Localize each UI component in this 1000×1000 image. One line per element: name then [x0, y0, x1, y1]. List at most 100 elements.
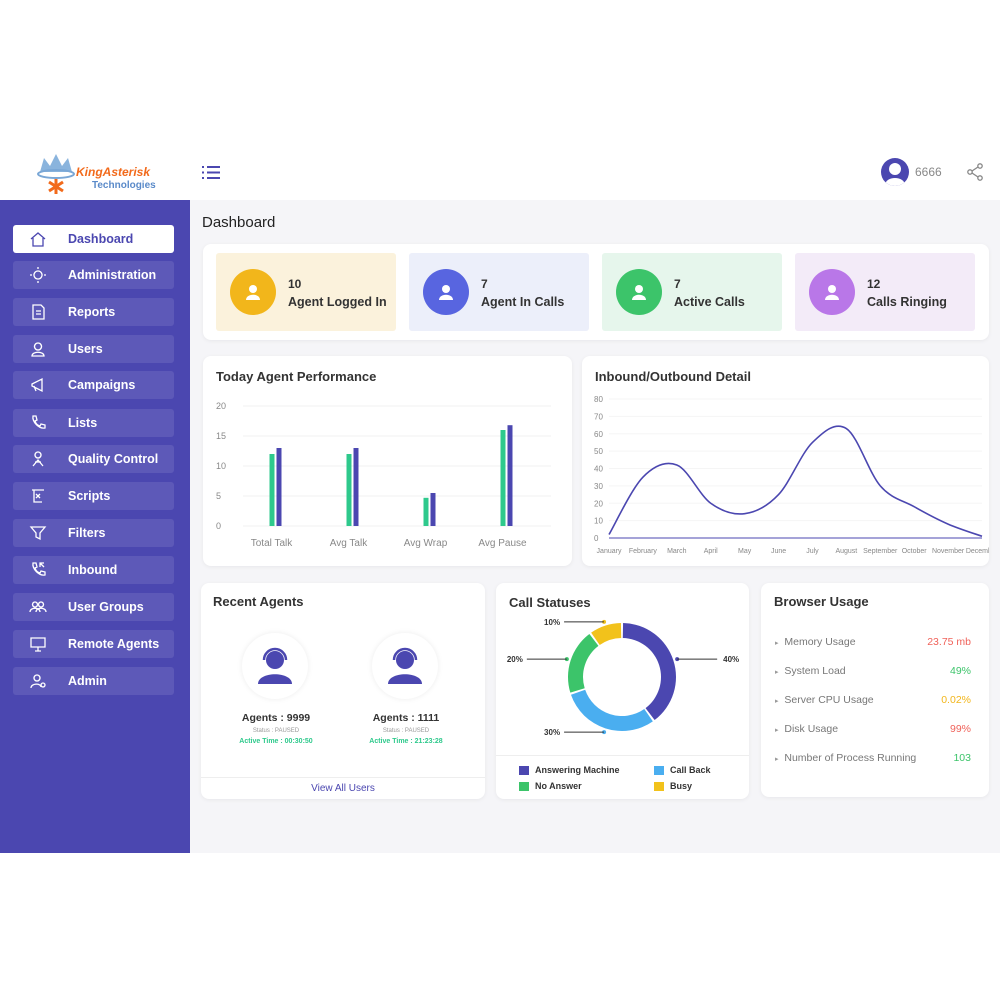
- sidebar-item-inbound[interactable]: Inbound: [13, 556, 174, 584]
- donut-chart: 40% 30% 20% 10%: [507, 618, 739, 737]
- x-tick: June: [771, 548, 786, 555]
- admin-icon: [30, 674, 46, 689]
- browser-usage-card: Browser Usage ▸ Memory Usage 23.75 mb ▸ Sy…: [761, 583, 989, 797]
- sidebar-item-campaigns[interactable]: Campaigns: [13, 371, 174, 399]
- legend-item[interactable]: No Answer: [519, 781, 582, 791]
- card-title: Inbound/Outbound Detail: [595, 369, 751, 384]
- usage-label: Disk Usage: [784, 723, 839, 735]
- usage-row: ▸ Number of Process Running 103: [775, 752, 971, 764]
- hamburger-icon[interactable]: [202, 165, 220, 180]
- sidebar-item-label: Users: [68, 342, 103, 356]
- y-tick: 15: [216, 431, 226, 441]
- donut-slice[interactable]: [591, 623, 622, 645]
- usage-value: 103: [953, 752, 971, 764]
- legend-item[interactable]: Answering Machine: [519, 765, 620, 775]
- stat-label: Agent In Calls: [481, 295, 565, 309]
- bar: [500, 430, 506, 526]
- sidebar-item-admin[interactable]: Admin: [13, 667, 174, 695]
- sidebar-item-users[interactable]: Users: [13, 335, 174, 363]
- agent-card[interactable]: Agents : 1111 Status : PAUSED Active Time …: [341, 633, 471, 763]
- card-title: Recent Agents: [213, 594, 304, 609]
- y-tick: 30: [594, 482, 603, 491]
- users-icon: [230, 269, 276, 315]
- legend-item[interactable]: Busy: [654, 781, 692, 791]
- main-content: Dashboard 10 Agent Logged In 7 Agent In Cal…: [190, 200, 1000, 853]
- y-tick: 60: [594, 430, 603, 439]
- x-tick: September: [863, 548, 898, 555]
- bar-chart: 0 5 10 15 20 Total Talk Avg Talk Avg Wrap Avg Pa…: [216, 401, 551, 549]
- usage-value: 0.02%: [941, 694, 971, 706]
- stat-tile[interactable]: 10 Agent Logged In: [216, 253, 396, 331]
- stat-label: Active Calls: [674, 295, 745, 309]
- sidebar-item-dashboard[interactable]: Dashboard: [13, 225, 174, 253]
- recent-agents-card: Recent Agents Agents : 9999 Status : PAUS…: [201, 583, 485, 799]
- stat-label: Agent Logged In: [288, 295, 387, 309]
- x-tick: April: [704, 548, 718, 555]
- avatar[interactable]: [881, 158, 909, 186]
- usage-value: 99%: [949, 723, 971, 735]
- slice-label: 20%: [507, 655, 523, 664]
- bar: [269, 454, 275, 526]
- sidebar-item-label: User Groups: [68, 600, 144, 614]
- donut-slice[interactable]: [570, 689, 653, 731]
- user-icon: [31, 342, 45, 357]
- report-icon: [32, 304, 45, 320]
- bar: [353, 448, 359, 526]
- agent-card[interactable]: Agents : 9999 Status : PAUSED Active Time …: [211, 633, 341, 763]
- sidebar-item-scripts[interactable]: Scripts: [13, 482, 174, 510]
- slice-label: 30%: [544, 728, 560, 737]
- sidebar-item-lists[interactable]: Lists: [13, 409, 174, 437]
- legend-item[interactable]: Call Back: [654, 765, 711, 775]
- y-tick: 5: [216, 491, 221, 501]
- sidebar-item-label: Quality Control: [68, 452, 159, 466]
- legend-label: Busy: [670, 781, 693, 791]
- x-tick: Avg Wrap: [404, 538, 448, 549]
- usage-label: Number of Process Running: [784, 752, 917, 764]
- sidebar-item-filters[interactable]: Filters: [13, 519, 174, 547]
- agent-name: Agents : 1111: [372, 712, 440, 724]
- donut-slice[interactable]: [622, 623, 676, 721]
- view-all-users-link[interactable]: View All Users: [201, 777, 485, 799]
- sidebar-item-label: Inbound: [68, 563, 118, 577]
- call-statuses-card: Call Statuses 40% 30% 20% 10% Answering Mac…: [496, 583, 749, 799]
- sidebar-item-label: Admin: [68, 674, 107, 688]
- stat-value: 7: [674, 277, 681, 291]
- sidebar-item-administration[interactable]: Administration: [13, 261, 174, 289]
- page-title: Dashboard: [202, 214, 276, 231]
- script-icon: [32, 489, 44, 503]
- sidebar-item-remote-agents[interactable]: Remote Agents: [13, 630, 174, 658]
- quality-icon: [32, 451, 44, 467]
- y-tick: 10: [594, 517, 603, 526]
- brand-logo[interactable]: KingAsterisk Technologies: [0, 145, 190, 200]
- phone-icon: [32, 415, 46, 429]
- stat-tile[interactable]: 7 Active Calls: [602, 253, 782, 331]
- x-tick: January: [597, 548, 622, 555]
- sidebar-item-user-groups[interactable]: User Groups: [13, 593, 174, 621]
- sidebar-item-reports[interactable]: Reports: [13, 298, 174, 326]
- legend-label: No Answer: [535, 781, 582, 791]
- stat-tile[interactable]: 12 Calls Ringing: [795, 253, 975, 331]
- sidebar-item-quality-control[interactable]: Quality Control: [13, 445, 174, 473]
- sidebar-item-label: Reports: [68, 305, 116, 319]
- inbound-call-icon: [32, 562, 46, 576]
- user-id[interactable]: 6666: [915, 165, 942, 179]
- share-icon[interactable]: [966, 163, 984, 181]
- donut-slice[interactable]: [568, 633, 599, 693]
- agent-performance-card: Today Agent Performance 0 5 10 15 20 Total Ta…: [203, 356, 572, 566]
- y-tick: 0: [594, 534, 599, 543]
- stat-tile[interactable]: 7 Agent In Calls: [409, 253, 589, 331]
- card-title: Call Statuses: [509, 595, 591, 610]
- ringing-phone-icon: [809, 269, 855, 315]
- agent-name: Agents : 9999: [241, 712, 311, 724]
- agent-active-time: Active Time : 00:30:50: [239, 738, 313, 745]
- bar: [507, 425, 513, 526]
- usage-value: 23.75 mb: [927, 636, 971, 648]
- bar: [423, 497, 429, 526]
- x-tick: March: [667, 548, 687, 555]
- x-tick: August: [835, 548, 857, 555]
- stats-card: 10 Agent Logged In 7 Agent In Calls 7 Active …: [203, 244, 989, 340]
- sidebar-item-label: Lists: [68, 416, 98, 430]
- usage-row: ▸ Server CPU Usage 0.02%: [775, 694, 971, 706]
- x-tick: Total Talk: [251, 538, 294, 549]
- usage-label: Server CPU Usage: [784, 694, 874, 706]
